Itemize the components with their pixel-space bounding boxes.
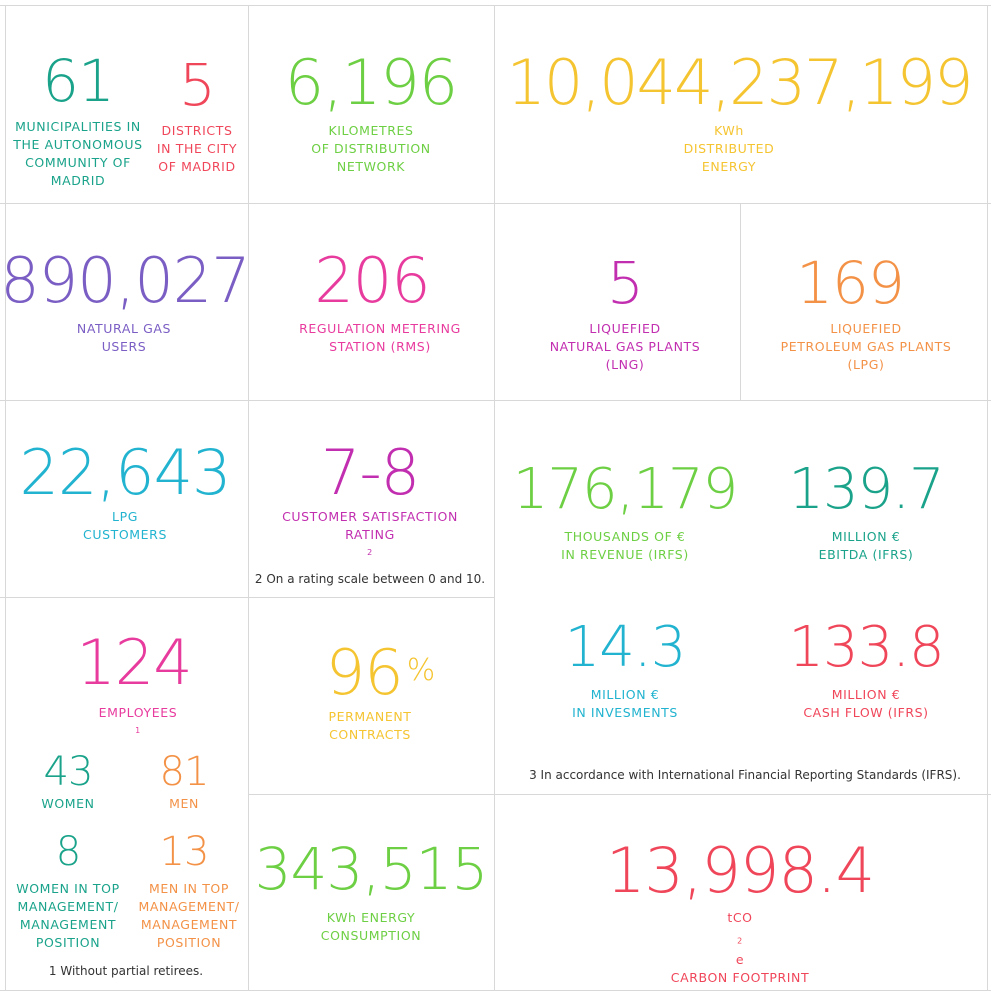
footnote: 2 On a rating scale between 0 and 10. <box>254 572 486 586</box>
stat-label: tCO 2 e CARBON FOOTPRINT <box>670 910 810 985</box>
stat-value: 176,179 <box>512 457 739 522</box>
stat-value: 7-8 <box>320 436 420 509</box>
stat-value: 13,998.4 <box>605 834 875 907</box>
stat-value: 43 <box>43 749 94 795</box>
stat-label: KILOMETRES OF DISTRIBUTION NETWORK <box>311 123 431 174</box>
grid-line <box>248 5 249 991</box>
grid-line <box>740 203 741 400</box>
stat-label: CUSTOMER SATISFACTION RATING 2 <box>282 509 458 557</box>
stat-label: LPG CUSTOMERS <box>83 509 167 542</box>
stat-label: MEN <box>169 796 199 811</box>
stat-label: NATURAL GAS USERS <box>76 321 172 354</box>
stat-value: 139.7 <box>788 457 944 522</box>
stat-label: LIQUEFIED PETROLEUM GAS PLANTS (LPG) <box>780 321 952 372</box>
stat-value: 61 <box>42 47 115 115</box>
stat-label: WOMEN <box>41 796 95 811</box>
stat-value: 8 <box>55 829 81 875</box>
stat-label: MILLION € IN INVESMENTS <box>572 687 678 720</box>
grid-line <box>0 400 991 401</box>
stat-value: 6,196 <box>284 46 458 119</box>
stat-label: KWh DISTRIBUTED ENERGY <box>683 123 775 174</box>
stat-value: 343,515 <box>254 835 489 903</box>
stat-value: 5 <box>607 249 644 317</box>
grid-line <box>0 5 991 6</box>
grid-line <box>248 794 991 795</box>
stat-value: 206 <box>314 244 430 317</box>
stat-label: EMPLOYEES 1 <box>98 705 178 735</box>
grid-line <box>987 5 988 991</box>
stat-value: 96% <box>325 636 435 709</box>
stat-value: 22,643 <box>19 436 232 509</box>
stat-label: WOMEN IN TOP MANAGEMENT/MANAGEMENT POSITIO… <box>16 881 120 950</box>
stat-value: 169 <box>796 249 905 317</box>
stat-label: PERMANENT CONTRACTS <box>328 709 412 742</box>
grid-line <box>494 5 495 991</box>
stat-value: 14.3 <box>564 615 687 680</box>
stat-value: 890,027 <box>0 244 250 317</box>
footnote: 1 Without partial retirees. <box>48 964 204 978</box>
grid-line <box>0 597 494 598</box>
stat-label: THOUSANDS OF € IN REVENUE (IRFS) <box>561 529 689 562</box>
stat-label: MILLION € CASH FLOW (IFRS) <box>803 687 929 720</box>
stat-value: 13 <box>159 829 210 875</box>
grid-line <box>0 203 991 204</box>
footnote: 3 In accordance with International Finan… <box>529 768 961 782</box>
stat-label: MEN IN TOP MANAGEMENT/MANAGEMENT POSITION <box>138 881 240 950</box>
stat-label: MILLION € EBITDA (IFRS) <box>818 529 914 562</box>
grid-line <box>5 5 6 991</box>
stat-value: 124 <box>76 626 192 699</box>
stat-value: 5 <box>179 51 216 119</box>
stat-value: 81 <box>159 749 210 795</box>
stat-label: LIQUEFIED NATURAL GAS PLANTS (LNG) <box>549 321 701 372</box>
stat-value: 133.8 <box>788 615 944 680</box>
stat-label: MUNICIPALITIES IN THE AUTONOMOUS COMMUNITY… <box>13 119 143 188</box>
stat-label: REGULATION METERING STATION (RMS) <box>299 321 461 354</box>
stat-value: 10,044,237,199 <box>506 46 973 119</box>
stat-label: DISTRICTS IN THE CITY OF MADRID <box>156 123 238 174</box>
grid-line <box>0 990 991 991</box>
stat-label: KWh ENERGY CONSUMPTION <box>320 910 422 943</box>
